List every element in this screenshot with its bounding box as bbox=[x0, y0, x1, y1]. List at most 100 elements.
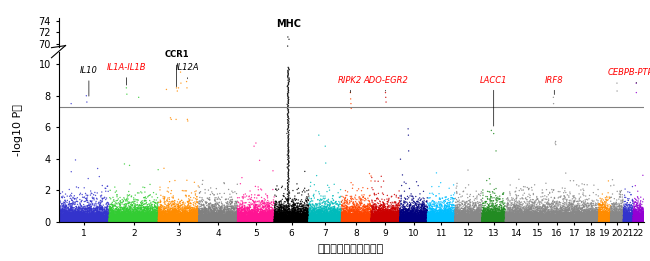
Point bbox=[628, 212, 638, 216]
Point bbox=[285, 220, 295, 224]
Point bbox=[306, 215, 317, 220]
Point bbox=[272, 218, 283, 223]
Point bbox=[103, 215, 113, 220]
Point bbox=[321, 218, 332, 222]
Point bbox=[179, 220, 190, 224]
Point bbox=[562, 218, 572, 223]
Point bbox=[71, 212, 81, 216]
Point bbox=[425, 213, 436, 217]
Point bbox=[195, 218, 205, 222]
Point bbox=[307, 216, 317, 220]
Point bbox=[380, 218, 390, 222]
Point bbox=[357, 218, 367, 222]
Point bbox=[556, 217, 567, 221]
Point bbox=[335, 219, 345, 223]
Point bbox=[419, 217, 430, 222]
Point bbox=[216, 216, 227, 220]
Point bbox=[549, 205, 559, 209]
Point bbox=[179, 218, 189, 222]
Point bbox=[181, 220, 192, 224]
Point bbox=[614, 195, 625, 199]
Point bbox=[301, 217, 311, 221]
Point bbox=[88, 215, 99, 219]
Point bbox=[445, 216, 455, 221]
Point bbox=[370, 213, 380, 217]
Point bbox=[81, 214, 92, 218]
Point bbox=[432, 219, 443, 223]
Point bbox=[325, 215, 335, 219]
Point bbox=[592, 215, 602, 219]
Point bbox=[515, 217, 526, 221]
Point bbox=[245, 189, 255, 193]
Point bbox=[244, 212, 255, 216]
Point bbox=[255, 219, 266, 223]
Point bbox=[559, 217, 569, 221]
Point bbox=[274, 216, 285, 220]
Point bbox=[124, 217, 135, 221]
Point bbox=[266, 214, 277, 218]
Point bbox=[216, 218, 226, 223]
Point bbox=[155, 214, 166, 218]
Point bbox=[388, 216, 398, 220]
Point bbox=[314, 220, 324, 224]
Point bbox=[285, 217, 296, 221]
Point bbox=[131, 217, 141, 221]
Point bbox=[421, 213, 431, 218]
Point bbox=[476, 219, 487, 223]
Point bbox=[473, 214, 483, 218]
Point bbox=[473, 213, 484, 217]
Point bbox=[318, 219, 329, 223]
Point bbox=[299, 216, 309, 221]
Point bbox=[116, 216, 127, 220]
Point bbox=[278, 215, 288, 219]
Point bbox=[603, 216, 613, 220]
Point bbox=[277, 218, 287, 222]
Point bbox=[133, 217, 144, 222]
Point bbox=[486, 214, 496, 218]
Point bbox=[211, 215, 222, 219]
Point bbox=[512, 219, 523, 223]
Point bbox=[224, 218, 234, 223]
Point bbox=[469, 218, 480, 223]
Point bbox=[413, 203, 424, 207]
Point bbox=[177, 216, 188, 221]
Point bbox=[376, 220, 386, 224]
Point bbox=[173, 215, 183, 219]
Point bbox=[431, 217, 441, 221]
Point bbox=[225, 216, 235, 220]
Point bbox=[514, 216, 524, 221]
Point bbox=[601, 213, 611, 218]
Point bbox=[351, 218, 361, 222]
Point bbox=[179, 214, 189, 218]
Point bbox=[229, 219, 239, 223]
Point bbox=[242, 206, 253, 210]
Point bbox=[447, 219, 458, 223]
Point bbox=[98, 218, 108, 223]
Point bbox=[235, 216, 246, 220]
Point bbox=[318, 219, 329, 223]
Point bbox=[81, 218, 91, 222]
Point bbox=[193, 218, 203, 222]
Point bbox=[235, 218, 245, 222]
Point bbox=[437, 218, 448, 223]
Point bbox=[476, 215, 487, 219]
Point bbox=[280, 218, 290, 222]
Point bbox=[133, 220, 143, 224]
Point bbox=[616, 218, 627, 222]
Point bbox=[214, 216, 224, 220]
Point bbox=[523, 219, 534, 223]
Point bbox=[589, 218, 599, 223]
Point bbox=[234, 218, 244, 223]
Point bbox=[396, 218, 407, 222]
Point bbox=[217, 217, 228, 221]
Point bbox=[557, 218, 567, 222]
Point bbox=[196, 219, 207, 223]
Point bbox=[469, 216, 479, 221]
Point bbox=[612, 215, 623, 219]
Point bbox=[482, 220, 492, 224]
Point bbox=[580, 219, 590, 223]
Point bbox=[538, 219, 549, 223]
Point bbox=[165, 216, 176, 221]
Point bbox=[120, 220, 131, 224]
Point bbox=[107, 211, 117, 215]
